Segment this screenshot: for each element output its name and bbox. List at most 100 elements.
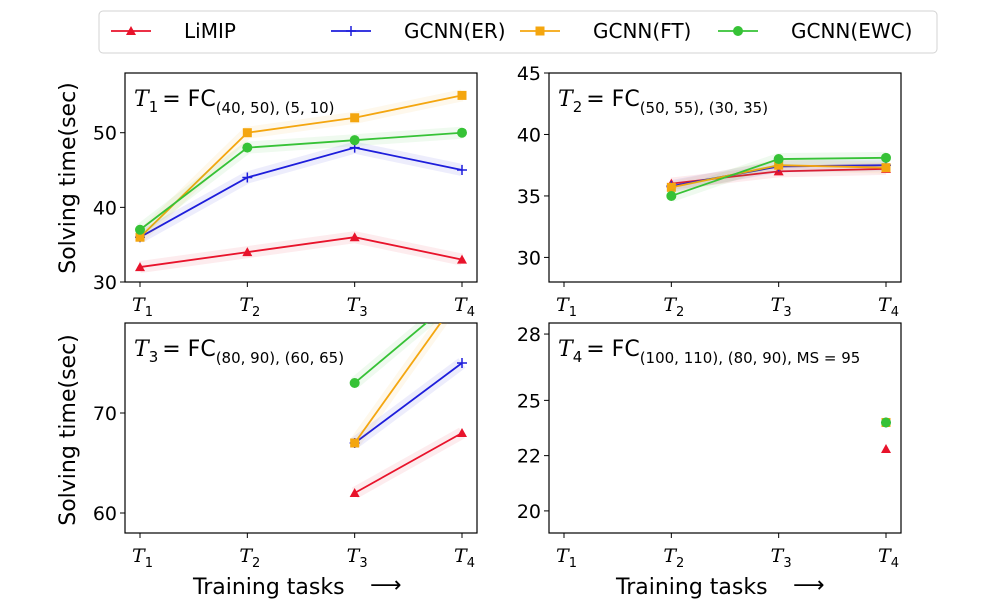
series-group [666,151,891,202]
legend-marker-circle-icon [733,26,743,36]
panel-title: T2 = FC(50, 55), (30, 35) [558,87,768,117]
legend-item-limip: LiMIP [111,19,236,43]
panel-p3: 60 70 T1 T2 T3 T4 T3 = FC(80, 90), (60, 65) [93,322,478,571]
x-tick-label: T3 [347,545,368,571]
data-point-gcnn-ft [242,128,252,138]
data-point-gcnn-ft [350,113,360,123]
legend-box [98,10,938,54]
y-tick-label: 30 [517,247,541,269]
series-line-limip [354,432,463,494]
y-tick-label: 40 [93,197,117,219]
data-point-gcnn-ewc [349,135,360,146]
data-point-gcnn-ewc [349,378,360,388]
panel-title: T4 = FC(100, 110), (80, 90), MS = 95 [558,337,860,367]
y-axis-label-bottom: Solving time(sec) [56,334,81,526]
y-tick-label: 50 [93,123,117,145]
x-axis-label-text: Training tasks [615,575,768,600]
series-line-gcnn-ft [353,323,442,444]
data-point-limip [349,232,360,242]
data-point-gcnn-ft [350,438,360,448]
series-line-gcnn-ewc [139,131,463,231]
data-point-gcnn-ewc [666,190,677,201]
legend-label: GCNN(ER) [404,19,506,43]
series-line-gcnn-ft [139,94,463,238]
panel-p1: 30 40 50 T1 T2 T3 T4 T1 = FC(40, 50), (5, 10) [93,72,478,320]
plot-frame [124,322,478,534]
legend-marker-plus-icon [346,26,356,36]
panel-p4: 20 22 25 28 T1 T2 T3 T4 T4 = FC(100, 110), (80, 9… [517,322,902,571]
legend-label: LiMIP [184,19,236,43]
data-point-gcnn-ft [457,90,467,100]
plot-frame [124,72,478,283]
data-point-gcnn-ft [774,160,784,170]
x-axis-label-text: Training tasks [192,575,345,600]
x-tick-label: T2 [239,294,260,320]
data-point-gcnn-ewc [135,224,145,235]
data-point-gcnn-ft [881,163,891,173]
legend-label: GCNN(EWC) [791,19,912,43]
data-point-gcnn-ft [135,232,145,242]
x-axis-arrow-icon: ⟶ [793,573,825,598]
data-point-limip [881,444,891,453]
x-tick-label: T4 [454,545,475,571]
y-tick-label: 22 [517,446,541,468]
data-point-limip [457,254,467,264]
x-tick-label: T4 [454,294,475,320]
data-point-gcnn-er [457,358,467,368]
data-point-gcnn-er [242,172,253,183]
x-tick-label: T1 [132,294,153,320]
y-tick-label: 40 [517,124,541,146]
x-tick-label: T1 [556,545,577,571]
x-tick-label: T2 [663,545,684,571]
y-tick-label: 20 [517,501,541,523]
legend-label: GCNN(FT) [593,19,691,43]
y-tick-label: 25 [517,390,541,412]
plot-frame [548,322,902,534]
x-tick-label: T4 [878,545,899,571]
y-axis-label-top: Solving time(sec) [56,82,81,274]
series-line-gcnn-er [354,362,463,444]
series-group [135,89,467,274]
series-line-gcnn-er [139,146,463,239]
legend-marker-triangle-icon [126,26,136,35]
data-point-gcnn-ft [666,182,676,192]
data-point-gcnn-ewc [457,127,467,138]
x-axis-label-left: Training tasks ⟶ [192,573,402,600]
x-axis-label-right: Training tasks ⟶ [615,573,825,600]
x-tick-label: T3 [771,294,792,320]
x-tick-label: T4 [878,294,899,320]
data-point-gcnn-ewc [881,152,891,163]
data-point-gcnn-er [457,165,467,176]
x-tick-label: T2 [663,294,684,320]
y-tick-label: 28 [517,324,541,346]
plot-frame [548,72,902,283]
series-group [881,417,891,453]
y-tick-label: 35 [517,186,541,208]
legend-item-gcnn-ft: GCNN(FT) [520,19,691,43]
data-point-limip [457,428,467,437]
y-tick-label: 45 [517,63,541,85]
series-band-limip [139,231,464,274]
x-tick-label: T3 [771,545,792,571]
x-tick-label: T2 [239,545,260,571]
y-tick-label: 30 [93,272,117,294]
panel-p2: 30 35 40 45 T1 T2 T3 T4 T2 = FC(50, 55), (30, 35) [517,63,902,320]
data-point-gcnn-ewc [881,417,891,428]
x-tick-label: T3 [347,294,368,320]
data-point-limip [349,488,360,497]
panel-title: T1 = FC(40, 50), (5, 10) [134,87,335,117]
legend-marker-square-icon [535,26,545,36]
series-group [349,323,467,499]
data-point-limip [135,262,145,272]
series-line-limip [139,236,463,268]
legend: LiMIP GCNN(ER) GCNN(FT) GCNN(EWC) [98,10,938,54]
data-point-gcnn-ewc [242,142,253,153]
y-tick-label: 70 [93,403,117,425]
y-tick-label: 60 [93,503,117,525]
legend-item-gcnn-ewc: GCNN(EWC) [718,19,912,43]
x-axis-arrow-icon: ⟶ [370,573,402,598]
legend-item-gcnn-er: GCNN(ER) [331,19,506,43]
series-line-gcnn-ewc [354,323,428,384]
